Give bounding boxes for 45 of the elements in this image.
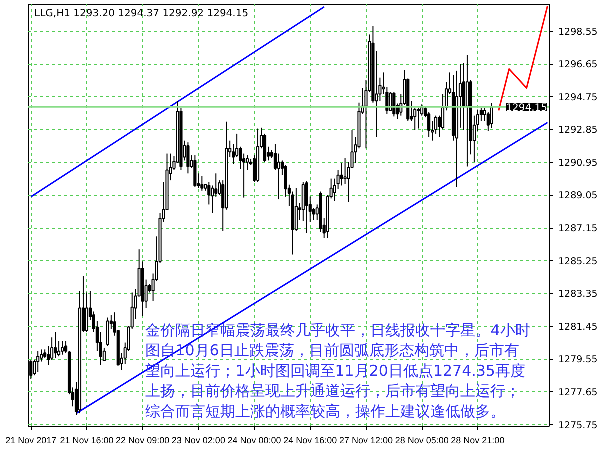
y-tick-label: 1290.95 xyxy=(558,158,598,169)
candlestick xyxy=(186,142,190,174)
annotation: 图自10月6日止跌震荡，目前圆弧底形态构筑中，后市有 xyxy=(146,342,520,360)
y-tick-label: 1296.65 xyxy=(558,60,598,71)
x-tick-label: 28 Nov 05:00 xyxy=(395,436,449,446)
y-tick-label: 1283.35 xyxy=(558,289,598,300)
y-tick-label: 1285.25 xyxy=(558,256,598,268)
x-tick-label: 27 Nov 12:00 xyxy=(339,436,394,446)
candlestick xyxy=(428,112,431,138)
y-tick-label: 1277.65 xyxy=(558,387,598,398)
candlestick xyxy=(344,158,347,184)
candlestick xyxy=(85,292,89,333)
y-tick-label: 1275.75 xyxy=(558,420,598,432)
candlestick xyxy=(417,108,420,130)
annotation: 望向上运行；1小时图回调至11月20日低点1274.35再度 xyxy=(146,362,526,380)
x-tick-label: 23 Nov 02:00 xyxy=(172,436,226,446)
y-tick-label: 1281.45 xyxy=(558,322,598,333)
candlestick xyxy=(392,92,396,118)
candlestick xyxy=(54,332,58,359)
x-tick-label: 28 Nov 21:00 xyxy=(451,436,505,446)
y-tick-label: 1279.55 xyxy=(558,354,598,366)
candlestick xyxy=(294,188,298,232)
x-tick-label: 22 Nov 09:00 xyxy=(116,436,170,446)
candlestick xyxy=(246,155,250,171)
candlestick xyxy=(60,340,64,356)
x-tick-label: 21 Nov 2017 xyxy=(6,436,57,446)
y-tick-label: 1289.05 xyxy=(558,190,598,202)
chart-title: LLG,H1 1293.20 1294.37 1292.92 1294.15 xyxy=(34,8,249,20)
candlestick xyxy=(490,102,494,129)
ref-line-label: 1294.15 xyxy=(506,103,548,114)
candlestick xyxy=(36,350,40,373)
candlestick xyxy=(214,173,218,198)
candlestick xyxy=(106,317,110,347)
candlestick xyxy=(200,176,204,192)
x-tick-label: 24 Nov 16:00 xyxy=(284,436,338,446)
y-tick-label: 1294.75 xyxy=(558,92,598,104)
line-series xyxy=(498,5,549,112)
candlestick xyxy=(277,153,281,200)
x-tick-label: 24 Nov 00:00 xyxy=(228,436,282,446)
x-tick-label: 21 Nov 16:00 xyxy=(60,436,114,446)
y-tick-label: 1287.15 xyxy=(558,224,598,235)
annotation: 综合而言短期上涨的概率较高，操作上建议逢低做多。 xyxy=(146,402,506,420)
y-tick-label: 1292.85 xyxy=(558,125,598,136)
candlestick xyxy=(305,180,308,234)
y-tick-label: 1298.55 xyxy=(558,26,598,38)
